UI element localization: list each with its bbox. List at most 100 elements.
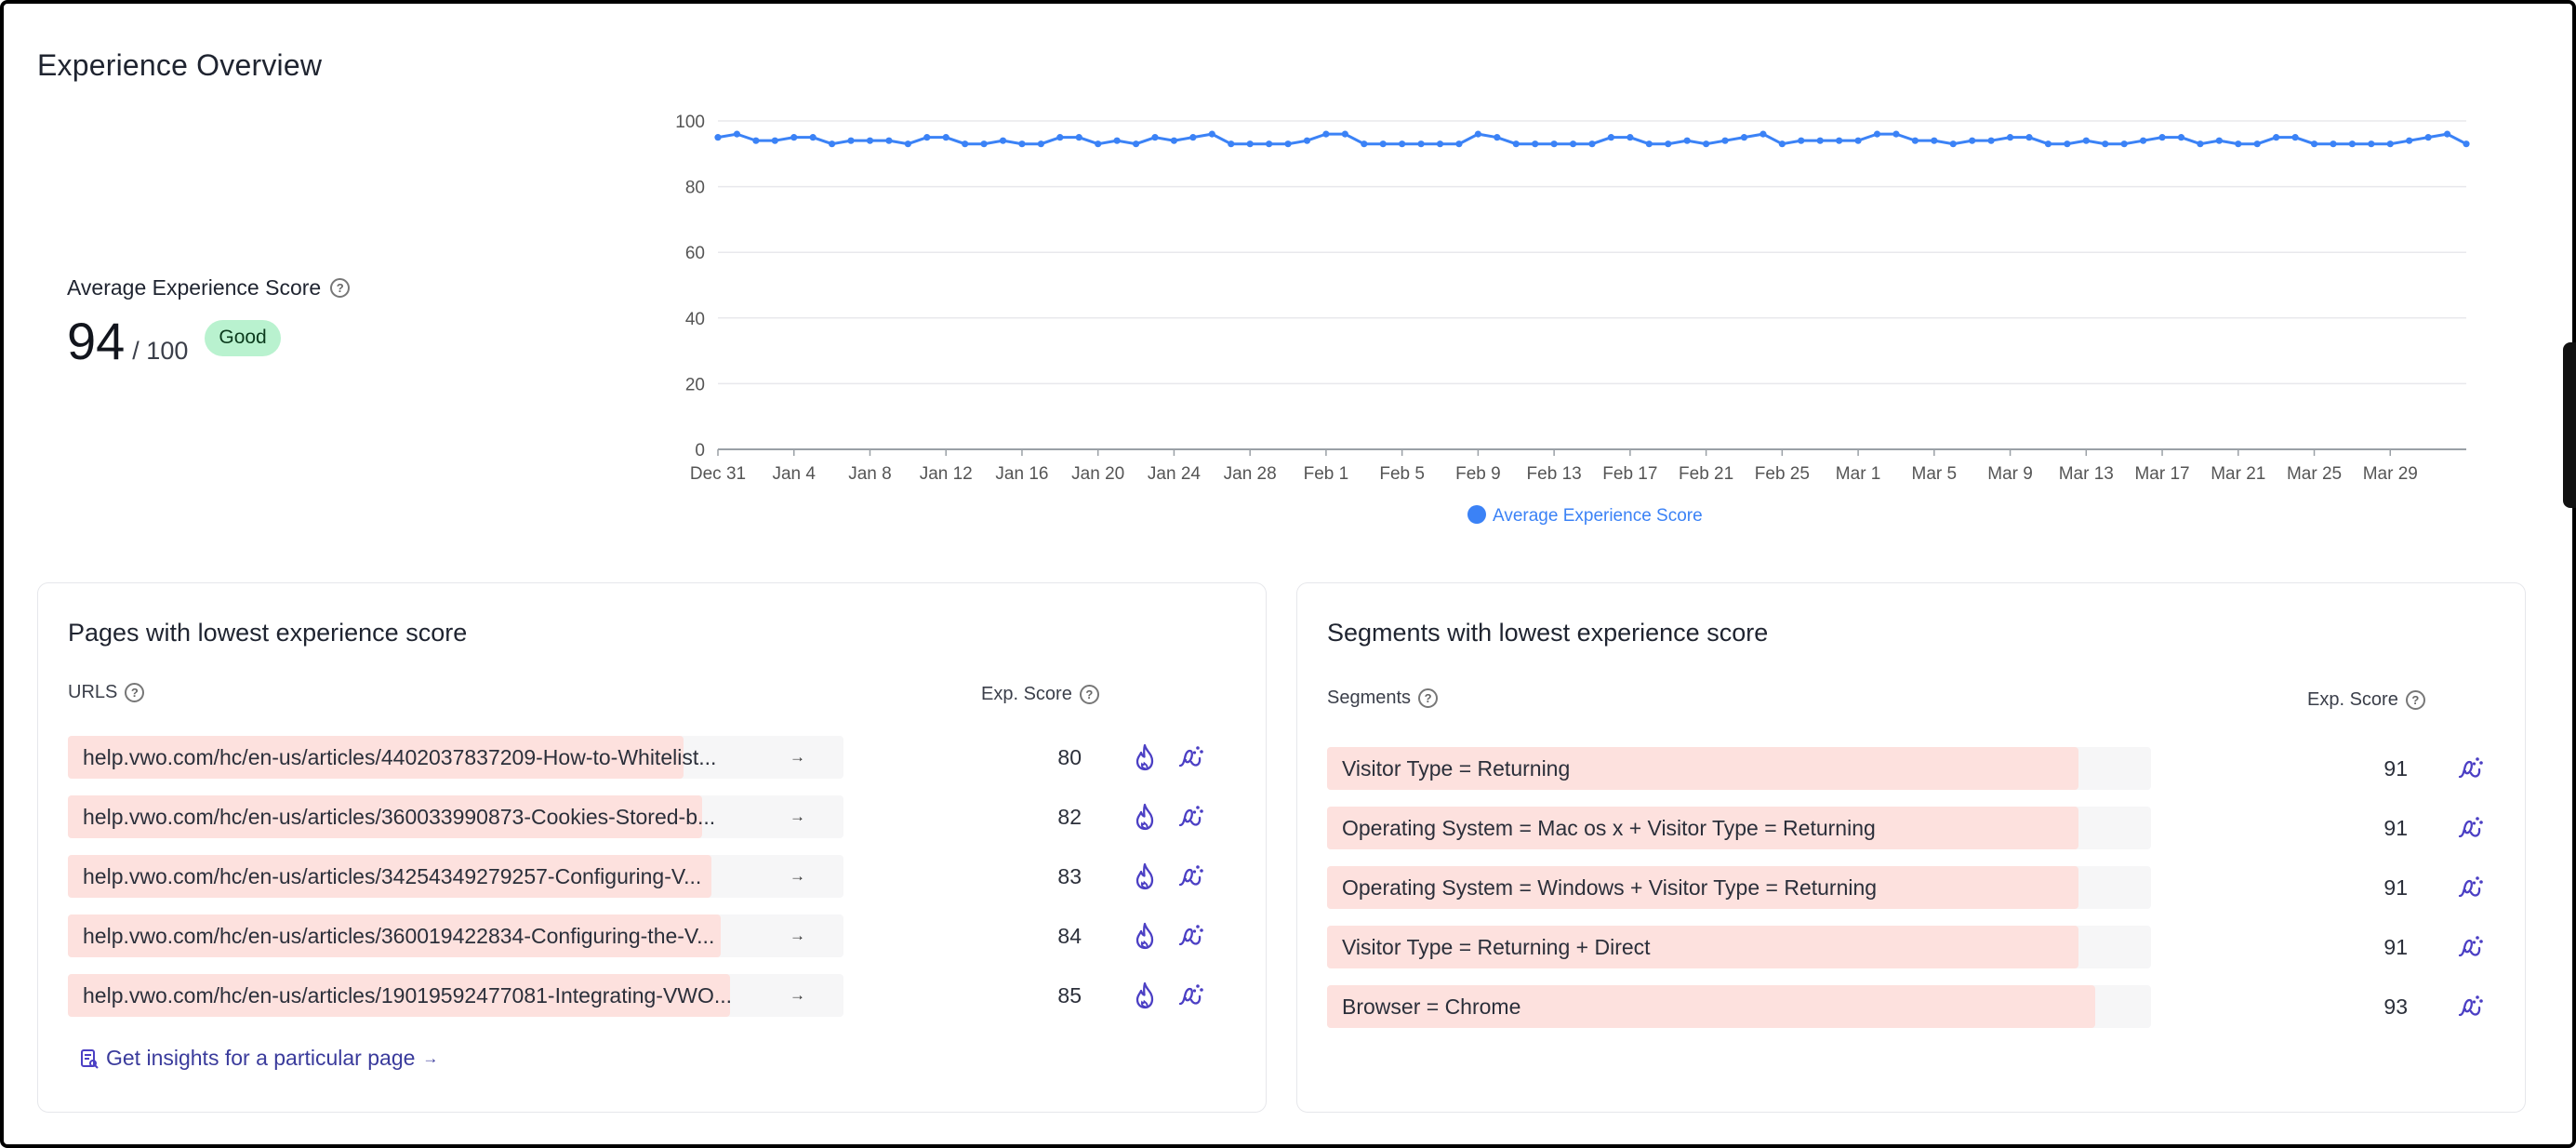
segment-row[interactable]: Operating System = Mac os x + Visitor Ty… (1327, 807, 2508, 849)
help-icon[interactable]: ? (2405, 690, 2425, 710)
data-point[interactable] (2140, 137, 2147, 144)
help-icon[interactable]: ? (1079, 685, 1099, 704)
data-point[interactable] (1379, 140, 1387, 148)
data-point[interactable] (733, 130, 741, 138)
data-point[interactable] (1284, 140, 1292, 148)
data-point[interactable] (1987, 137, 1995, 144)
data-point[interactable] (1892, 130, 1900, 138)
data-point[interactable] (1018, 140, 1026, 148)
data-point[interactable] (1931, 137, 1938, 144)
session-recording-icon[interactable] (1176, 861, 1206, 891)
flame-icon[interactable] (1130, 921, 1160, 951)
data-point[interactable] (2310, 140, 2318, 148)
data-point[interactable] (1569, 140, 1577, 148)
data-point[interactable] (2330, 140, 2337, 148)
data-point[interactable] (1170, 137, 1178, 144)
data-point[interactable] (2082, 137, 2090, 144)
data-point[interactable] (1949, 140, 1957, 148)
data-point[interactable] (1645, 140, 1653, 148)
flame-icon[interactable] (1130, 802, 1160, 832)
open-url-arrow-icon[interactable]: → (790, 986, 805, 1004)
data-point[interactable] (790, 134, 798, 141)
data-point[interactable] (1189, 134, 1197, 141)
data-point[interactable] (2291, 134, 2299, 141)
session-recording-icon[interactable] (1176, 921, 1206, 951)
segment-row[interactable]: Operating System = Windows + Visitor Typ… (1327, 866, 2508, 909)
data-point[interactable] (2064, 140, 2071, 148)
session-recording-icon[interactable] (1176, 802, 1206, 832)
data-point[interactable] (2368, 140, 2375, 148)
data-point[interactable] (2235, 140, 2242, 148)
data-point[interactable] (1361, 140, 1368, 148)
data-point[interactable] (1095, 140, 1102, 148)
data-point[interactable] (2102, 140, 2109, 148)
data-point[interactable] (1494, 134, 1501, 141)
data-point[interactable] (1056, 134, 1064, 141)
data-point[interactable] (1436, 140, 1444, 148)
data-point[interactable] (885, 137, 893, 144)
data-point[interactable] (2025, 134, 2033, 141)
help-icon[interactable]: ? (1418, 688, 1439, 708)
data-point[interactable] (999, 137, 1007, 144)
data-point[interactable] (904, 140, 911, 148)
url-row[interactable]: help.vwo.com/hc/en-us/articles/342543492… (68, 855, 1258, 898)
data-point[interactable] (1399, 140, 1406, 148)
data-point[interactable] (1341, 130, 1348, 138)
session-recording-icon[interactable] (1176, 981, 1206, 1010)
url-link[interactable]: help.vwo.com/hc/en-us/articles/360033990… (83, 805, 716, 829)
segment-row[interactable]: Browser = Chrome 93 (1327, 985, 2508, 1028)
url-row[interactable]: help.vwo.com/hc/en-us/articles/190195924… (68, 974, 1258, 1017)
data-point[interactable] (1246, 140, 1254, 148)
data-point[interactable] (1532, 140, 1539, 148)
data-point[interactable] (1208, 130, 1215, 138)
data-point[interactable] (1607, 134, 1615, 141)
open-url-arrow-icon[interactable]: → (790, 748, 805, 766)
data-point[interactable] (980, 140, 988, 148)
segment-row[interactable]: Visitor Type = Returning + Direct 91 (1327, 926, 2508, 968)
data-point[interactable] (1665, 140, 1672, 148)
data-point[interactable] (1228, 140, 1235, 148)
data-point[interactable] (1550, 140, 1558, 148)
data-point[interactable] (1512, 140, 1520, 148)
session-recording-icon[interactable] (2456, 754, 2486, 783)
flame-icon[interactable] (1130, 981, 1160, 1010)
data-point[interactable] (866, 137, 874, 144)
data-point[interactable] (1417, 140, 1425, 148)
data-point[interactable] (2253, 140, 2261, 148)
session-recording-icon[interactable] (1176, 742, 1206, 772)
flame-icon[interactable] (1130, 861, 1160, 891)
data-point[interactable] (942, 134, 949, 141)
data-point[interactable] (1627, 134, 1634, 141)
data-point[interactable] (2348, 140, 2356, 148)
data-point[interactable] (2177, 134, 2185, 141)
open-url-arrow-icon[interactable]: → (790, 927, 805, 944)
session-recording-icon[interactable] (2456, 873, 2486, 902)
data-point[interactable] (829, 140, 836, 148)
data-point[interactable] (1969, 137, 1976, 144)
url-row[interactable]: help.vwo.com/hc/en-us/articles/440203783… (68, 736, 1258, 779)
data-point[interactable] (2406, 137, 2413, 144)
data-point[interactable] (1759, 130, 1767, 138)
data-point[interactable] (1778, 140, 1786, 148)
url-link[interactable]: help.vwo.com/hc/en-us/articles/440203783… (83, 745, 717, 769)
data-point[interactable] (1816, 137, 1824, 144)
url-row[interactable]: help.vwo.com/hc/en-us/articles/360033990… (68, 795, 1258, 838)
get-insights-link[interactable]: Get insights for a particular page → (80, 1046, 438, 1071)
open-url-arrow-icon[interactable]: → (790, 867, 805, 885)
help-icon[interactable]: ? (330, 278, 351, 298)
data-point[interactable] (1303, 137, 1311, 144)
session-recording-icon[interactable] (2456, 813, 2486, 843)
data-point[interactable] (2044, 140, 2052, 148)
data-point[interactable] (1873, 130, 1881, 138)
data-point[interactable] (1721, 137, 1729, 144)
data-point[interactable] (1703, 140, 1710, 148)
url-link[interactable]: help.vwo.com/hc/en-us/articles/360019422… (83, 924, 715, 948)
data-point[interactable] (1836, 137, 1843, 144)
data-point[interactable] (2120, 140, 2128, 148)
chart-legend[interactable]: Average Experience Score (1467, 505, 1703, 526)
data-point[interactable] (1113, 137, 1121, 144)
data-point[interactable] (1474, 130, 1481, 138)
data-point[interactable] (847, 137, 855, 144)
data-point[interactable] (1683, 137, 1691, 144)
data-point[interactable] (1798, 137, 1805, 144)
